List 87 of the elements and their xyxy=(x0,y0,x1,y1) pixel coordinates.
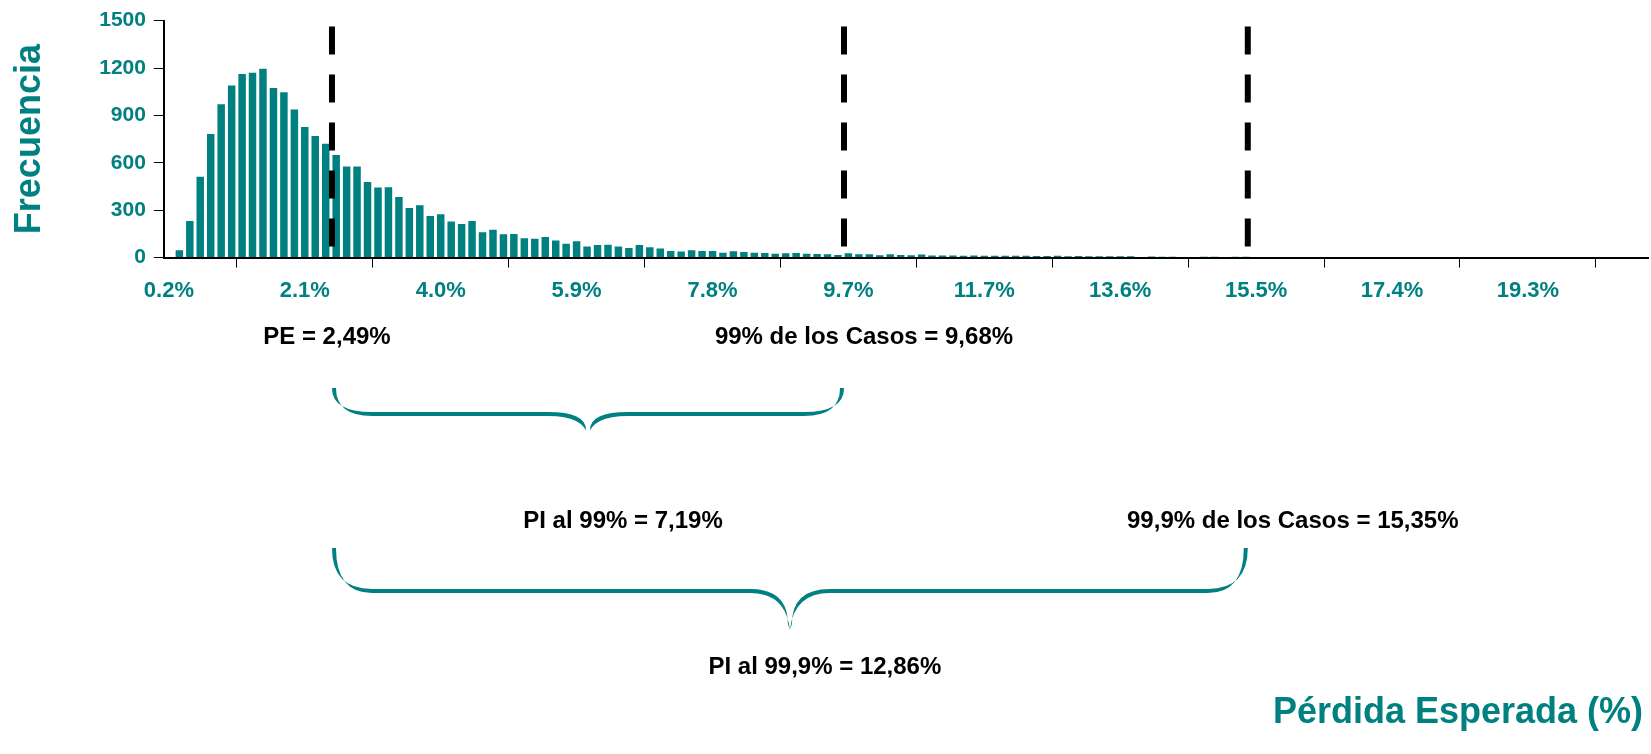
bar xyxy=(614,246,623,258)
bar xyxy=(593,244,602,258)
x-tick-label: 13.6% xyxy=(1089,276,1152,302)
bar xyxy=(677,251,685,258)
x-tick-label: 2.1% xyxy=(279,276,330,302)
bar xyxy=(363,181,372,258)
bar xyxy=(175,250,184,258)
text: PI al 99,9% = 12,86% xyxy=(707,651,943,680)
y-axis-title: Frecuencia xyxy=(6,43,48,235)
bar xyxy=(395,197,403,258)
bar xyxy=(510,234,518,258)
bar xyxy=(248,72,257,258)
bar xyxy=(468,220,476,258)
bar xyxy=(531,238,539,258)
bar xyxy=(551,240,560,258)
y-tick-label: 600 xyxy=(110,149,146,173)
bar xyxy=(583,246,591,258)
bar xyxy=(635,244,644,258)
x-tick-label: 15.5% xyxy=(1224,276,1288,302)
x-tick-label: 0.2% xyxy=(143,276,194,302)
bar xyxy=(740,251,748,258)
bar xyxy=(729,251,738,258)
y-tick-label: 1500 xyxy=(99,7,146,31)
bar xyxy=(196,176,204,258)
bar xyxy=(342,166,351,258)
bar xyxy=(478,232,487,258)
x-tick-label: 17.4% xyxy=(1360,276,1424,302)
bar xyxy=(436,214,445,258)
bar xyxy=(384,187,393,258)
bar xyxy=(457,223,466,258)
bar xyxy=(813,254,821,258)
bar xyxy=(572,241,581,258)
bar xyxy=(823,254,832,258)
bar xyxy=(886,254,894,258)
bar xyxy=(238,74,246,258)
bar xyxy=(186,220,194,258)
bar xyxy=(405,207,414,258)
text: 99,9% de los Casos = 15,35% xyxy=(1126,505,1460,534)
text: PI al 99% = 7,19% xyxy=(522,505,724,534)
y-tick-label: 900 xyxy=(110,102,146,126)
x-tick-label: 19.3% xyxy=(1496,276,1560,302)
bar xyxy=(290,109,299,258)
bar xyxy=(792,253,800,258)
bar xyxy=(855,254,863,258)
bar xyxy=(301,126,309,258)
x-tick-label: 4.0% xyxy=(415,276,466,302)
bar xyxy=(353,166,361,258)
x-tick-label: 5.9% xyxy=(551,276,602,302)
text: 99% de los Casos = 9,68% xyxy=(713,321,1015,350)
bar xyxy=(625,247,633,258)
bar xyxy=(865,254,874,258)
bar xyxy=(562,243,570,258)
x-tick-label: 11.7% xyxy=(953,276,1015,302)
bar xyxy=(217,104,225,258)
bar xyxy=(269,87,278,258)
bar xyxy=(719,252,727,258)
bar xyxy=(489,229,497,258)
bar xyxy=(416,205,424,258)
bar xyxy=(646,247,654,258)
bar xyxy=(771,253,779,258)
bar xyxy=(206,133,215,258)
bar xyxy=(520,238,529,258)
bar xyxy=(311,135,319,258)
bar xyxy=(781,253,790,258)
bar xyxy=(541,237,550,258)
bar xyxy=(227,85,236,258)
bar xyxy=(687,250,696,258)
bar xyxy=(666,250,675,258)
bar xyxy=(844,253,853,258)
bar xyxy=(698,250,706,258)
bar xyxy=(280,92,288,258)
bar xyxy=(761,253,769,258)
y-tick-label: 1200 xyxy=(99,54,146,78)
x-tick-label: 7.8% xyxy=(687,276,738,302)
bar xyxy=(604,244,612,258)
bar xyxy=(426,215,434,258)
bar xyxy=(834,254,842,258)
y-tick-label: 300 xyxy=(110,197,146,220)
bar xyxy=(499,234,508,258)
bar xyxy=(374,187,382,258)
text: Pérdida Esperada (%) xyxy=(1272,690,1643,732)
bar xyxy=(708,250,717,258)
bar xyxy=(259,68,267,258)
x-tick-label: 9.7% xyxy=(823,276,874,302)
text: PE = 2,49% xyxy=(262,321,392,350)
y-tick-label: 0 xyxy=(134,244,146,268)
bar xyxy=(447,221,455,258)
